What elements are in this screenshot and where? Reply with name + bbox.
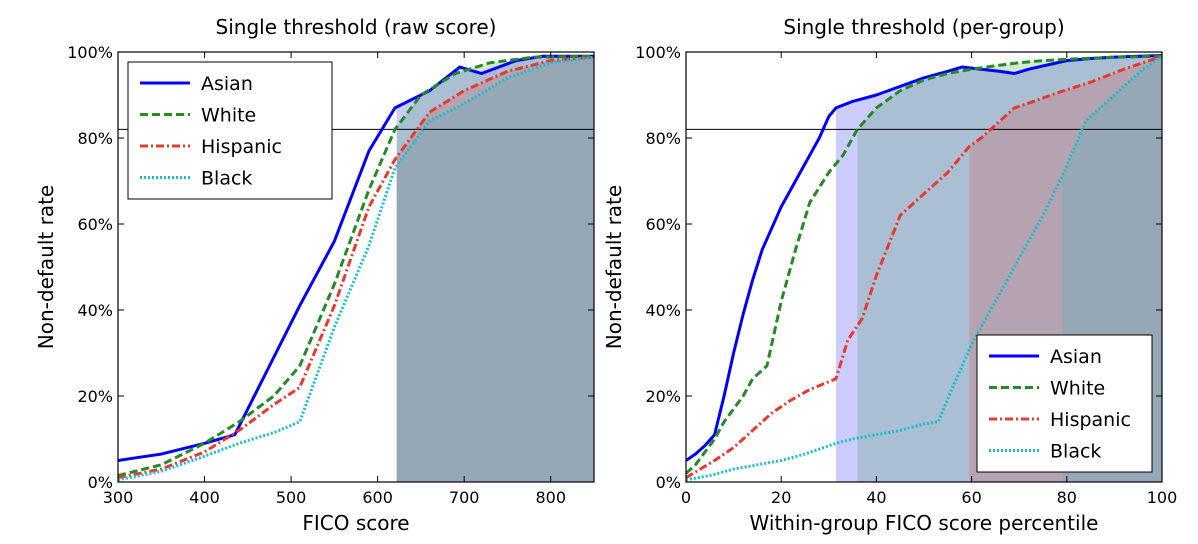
legend: Asian White Hispanic Black: [127, 61, 333, 200]
legend-label-black: Black: [201, 168, 252, 190]
x-tick-label: 800: [535, 488, 566, 507]
y-tick-label: 20%: [77, 387, 113, 406]
x-tick-label: 500: [276, 488, 307, 507]
legend-label-asian: Asian: [201, 73, 253, 95]
x-axis-label: FICO score: [302, 511, 409, 535]
legend-label-hispanic: Hispanic: [201, 136, 282, 158]
series-line-black: [686, 55, 1162, 482]
chart-title: Single threshold (raw score): [216, 15, 497, 39]
shaded-region-white: [396, 56, 594, 482]
series-line-asian: [118, 54, 594, 462]
shaded-region-asian: [396, 56, 594, 482]
y-axis-label: Non-default rate: [34, 185, 58, 349]
y-tick-label: 60%: [645, 215, 681, 234]
series-line-black: [118, 55, 594, 482]
y-tick-label: 20%: [645, 387, 681, 406]
shaded-region-black: [396, 57, 594, 482]
chart-title: Single threshold (per-group): [783, 15, 1064, 39]
right-panel: 0 20 40 60 80 100 0% 20% 40% 60% 80% 100% Single thr…: [602, 15, 1177, 535]
series-line-hispanic: [118, 55, 594, 480]
x-tick-label: 0: [681, 488, 691, 507]
x-tick-label: 20: [771, 488, 791, 507]
y-tick-label: 100%: [635, 43, 681, 62]
y-tick-label: 0%: [656, 473, 681, 492]
series-line-white: [686, 54, 1162, 475]
legend-label-asian: Asian: [1050, 346, 1102, 368]
left-panel: 300 400 500 600 700 800 0% 20% 40% 60% 80% 100% Sing…: [34, 15, 595, 535]
x-tick-label: 300: [103, 488, 134, 507]
x-axis-label: Within-group FICO score percentile: [750, 511, 1099, 535]
series-line-asian: [686, 53, 1162, 462]
x-tick-label: 80: [1057, 488, 1077, 507]
y-axis-label: Non-default rate: [602, 185, 626, 349]
x-tick-label: 100: [1147, 488, 1178, 507]
y-tick-label: 40%: [77, 301, 113, 320]
x-tick-label: 60: [961, 488, 981, 507]
y-tick-label: 80%: [645, 129, 681, 148]
plot-frame: [117, 51, 595, 483]
x-tick-label: 400: [189, 488, 220, 507]
legend-label-hispanic: Hispanic: [1050, 409, 1131, 431]
y-tick-label: 80%: [77, 129, 113, 148]
y-tick-label: 100%: [67, 43, 113, 62]
series-line-white: [118, 54, 594, 478]
series-lines: [118, 54, 594, 482]
legend: Asian White Hispanic Black: [976, 334, 1153, 473]
legend-label-white: White: [1050, 378, 1105, 400]
x-tick-label: 700: [449, 488, 480, 507]
shaded-region-hispanic: [396, 57, 594, 482]
legend-label-white: White: [201, 105, 256, 127]
x-tick-label: 600: [362, 488, 393, 507]
series-lines: [686, 53, 1162, 482]
x-tick-label: 40: [866, 488, 886, 507]
y-tick-label: 0%: [88, 473, 113, 492]
y-tick-label: 40%: [645, 301, 681, 320]
plot-frame: [685, 51, 1163, 483]
series-line-hispanic: [686, 54, 1162, 479]
y-tick-label: 60%: [77, 215, 113, 234]
shaded-regions: [396, 56, 594, 482]
legend-label-black: Black: [1050, 441, 1101, 463]
